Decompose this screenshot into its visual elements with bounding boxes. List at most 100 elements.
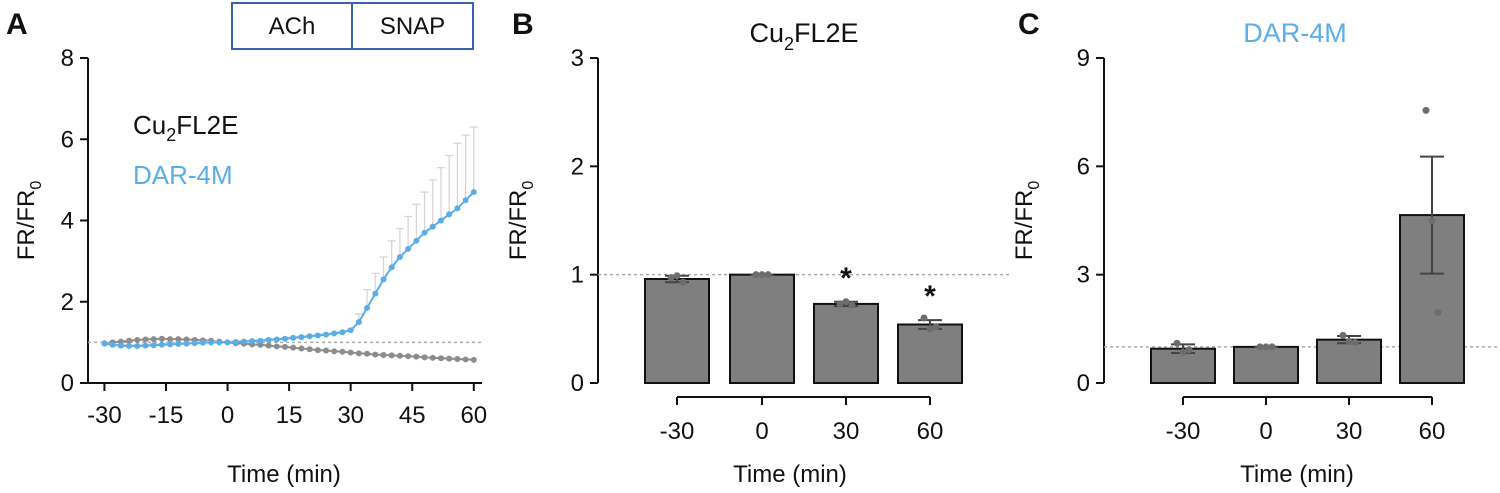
panel-a-data-point — [257, 337, 264, 344]
panel-a-data-point — [150, 336, 157, 343]
panel-a-data-point — [347, 349, 354, 356]
panel-a-data-point — [405, 245, 412, 252]
panel-a-data-point — [265, 336, 272, 343]
panel-a-data-point — [446, 355, 453, 362]
panel-a-data-point — [314, 347, 321, 354]
panel-c-data-point — [1434, 309, 1442, 317]
panel-c-x-tick-label: -30 — [1166, 418, 1201, 445]
panel-b-significance-star: * — [924, 280, 936, 313]
panel-b-data-point — [842, 298, 850, 306]
panel-b-data-point — [679, 278, 687, 286]
panel-a-data-point — [282, 335, 288, 342]
panel-b-data-point — [848, 301, 856, 309]
panel-c-x-axis-label: Time (min) — [1240, 461, 1354, 488]
panel-b: Cu2FL2E 0 1 2 3 FR/FR0 -30 0 30 * 60 * — [505, 18, 1012, 445]
panel-c-data-point — [1256, 343, 1264, 351]
panel-a-data-point — [429, 223, 436, 230]
panel-a-data-point — [331, 330, 338, 337]
panel-c-data-point — [1428, 217, 1436, 224]
panel-a-data-point — [158, 335, 165, 342]
panel-a-data-point — [183, 340, 190, 347]
panel-b-significance-star: * — [840, 262, 852, 295]
panel-a-data-point — [167, 336, 174, 343]
panel-a-data-point — [323, 331, 330, 338]
panel-a-data-point — [191, 340, 198, 347]
panel-c-x-tick-label: 30 — [1336, 418, 1363, 445]
panel-a-data-point — [101, 340, 108, 347]
panel-a-y-tick-label: 6 — [61, 126, 74, 153]
panel-a-data-point — [240, 338, 247, 345]
panel-a-legend-cu2fl2e: Cu2FL2E — [133, 110, 238, 145]
panel-a-data-point — [429, 354, 436, 361]
panel-a-data-point — [109, 341, 116, 348]
panel-a-data-point — [306, 346, 313, 353]
panel-a-y-tick-label: 4 — [61, 208, 74, 235]
panel-a-data-point — [339, 348, 346, 355]
panel-a-data-point — [454, 356, 461, 363]
panel-a-x-tick-label: -15 — [149, 402, 184, 429]
panel-a-data-point — [454, 205, 461, 212]
panel-a-data-point — [413, 237, 420, 244]
panel-b-y-tick-label: 0 — [571, 370, 584, 397]
panel-a-x-tick-label: 15 — [276, 402, 303, 429]
panel-b-data-point — [764, 271, 772, 279]
panel-c-y-tick-label: 0 — [1077, 370, 1090, 397]
panel-b-y-axis-label: FR/FR0 — [505, 181, 537, 261]
panel-c-data-point — [1422, 106, 1430, 114]
panel-a-data-point — [273, 343, 280, 350]
panel-a-data-point — [142, 336, 149, 343]
panel-a-data-point — [372, 290, 379, 297]
panel-a-data-point — [323, 347, 330, 354]
panel-a-x-axis-label: Time (min) — [227, 461, 341, 488]
panel-b-x-tick-label: 0 — [755, 418, 768, 445]
panel-a-data-point — [150, 342, 157, 349]
panel-a-data-point — [470, 189, 477, 196]
panel-c-data-point — [1268, 343, 1276, 351]
panel-c-bar — [1150, 347, 1216, 385]
panel-b-data-point — [758, 271, 766, 279]
panel-a-legend-dar4m: DAR-4M — [133, 160, 233, 190]
panel-b-title: Cu2FL2E — [749, 18, 858, 54]
panel-a-x-tick-label: -30 — [87, 402, 122, 429]
panel-a-data-point — [331, 348, 338, 355]
panel-b-x-axis-label: Time (min) — [733, 461, 847, 488]
panel-a-treatment-label: ACh — [269, 13, 316, 40]
panel-c-data-point — [1185, 346, 1193, 354]
panel-a-data-point — [208, 339, 215, 346]
panel-b-bar — [729, 273, 795, 384]
panel-a-y-tick-label: 0 — [61, 370, 74, 397]
panel-a-data-point — [298, 334, 305, 341]
panel-a-data-point — [134, 336, 141, 343]
panel-b-data-point — [836, 300, 844, 308]
panel-b-data-point — [926, 325, 934, 333]
panel-a-letter: A — [6, 8, 28, 41]
panel-c-data-point — [1179, 348, 1187, 356]
panel-c-y-axis-label: FR/FR0 — [1011, 181, 1043, 261]
panel-a-data-point — [388, 264, 395, 271]
panel-a-data-point — [290, 344, 297, 351]
panel-a-data-point — [437, 217, 444, 224]
panel-a-data-point — [446, 211, 453, 218]
panel-b-x-tick-label: -30 — [660, 418, 695, 445]
panel-a-data-point — [380, 351, 387, 358]
panel-a-data-point — [216, 339, 223, 346]
panel-b-x-tick-label: 30 — [833, 418, 860, 445]
panel-a-data-point — [167, 341, 174, 348]
panel-a-y-tick-label: 2 — [61, 289, 74, 316]
panel-a-data-point — [364, 304, 371, 311]
panel-a-data-point — [421, 354, 428, 361]
panel-a-treatment-box — [351, 2, 474, 50]
panel-c-data-point — [1339, 331, 1347, 339]
panel-a-data-point — [306, 333, 313, 340]
panel-a-x-tick-label: 60 — [460, 402, 487, 429]
panel-a-data-point — [462, 356, 469, 363]
panel-b-y-tick-label: 1 — [571, 262, 584, 289]
panel-a-series-line — [104, 337, 474, 361]
panel-a-data-point — [380, 276, 387, 283]
panel-b-y-tick-label: 3 — [571, 45, 584, 72]
panel-b-bar — [813, 302, 879, 384]
panel-a-data-point — [413, 353, 420, 360]
panel-c-data-point — [1173, 339, 1181, 347]
panel-c-data-point — [1345, 337, 1353, 345]
